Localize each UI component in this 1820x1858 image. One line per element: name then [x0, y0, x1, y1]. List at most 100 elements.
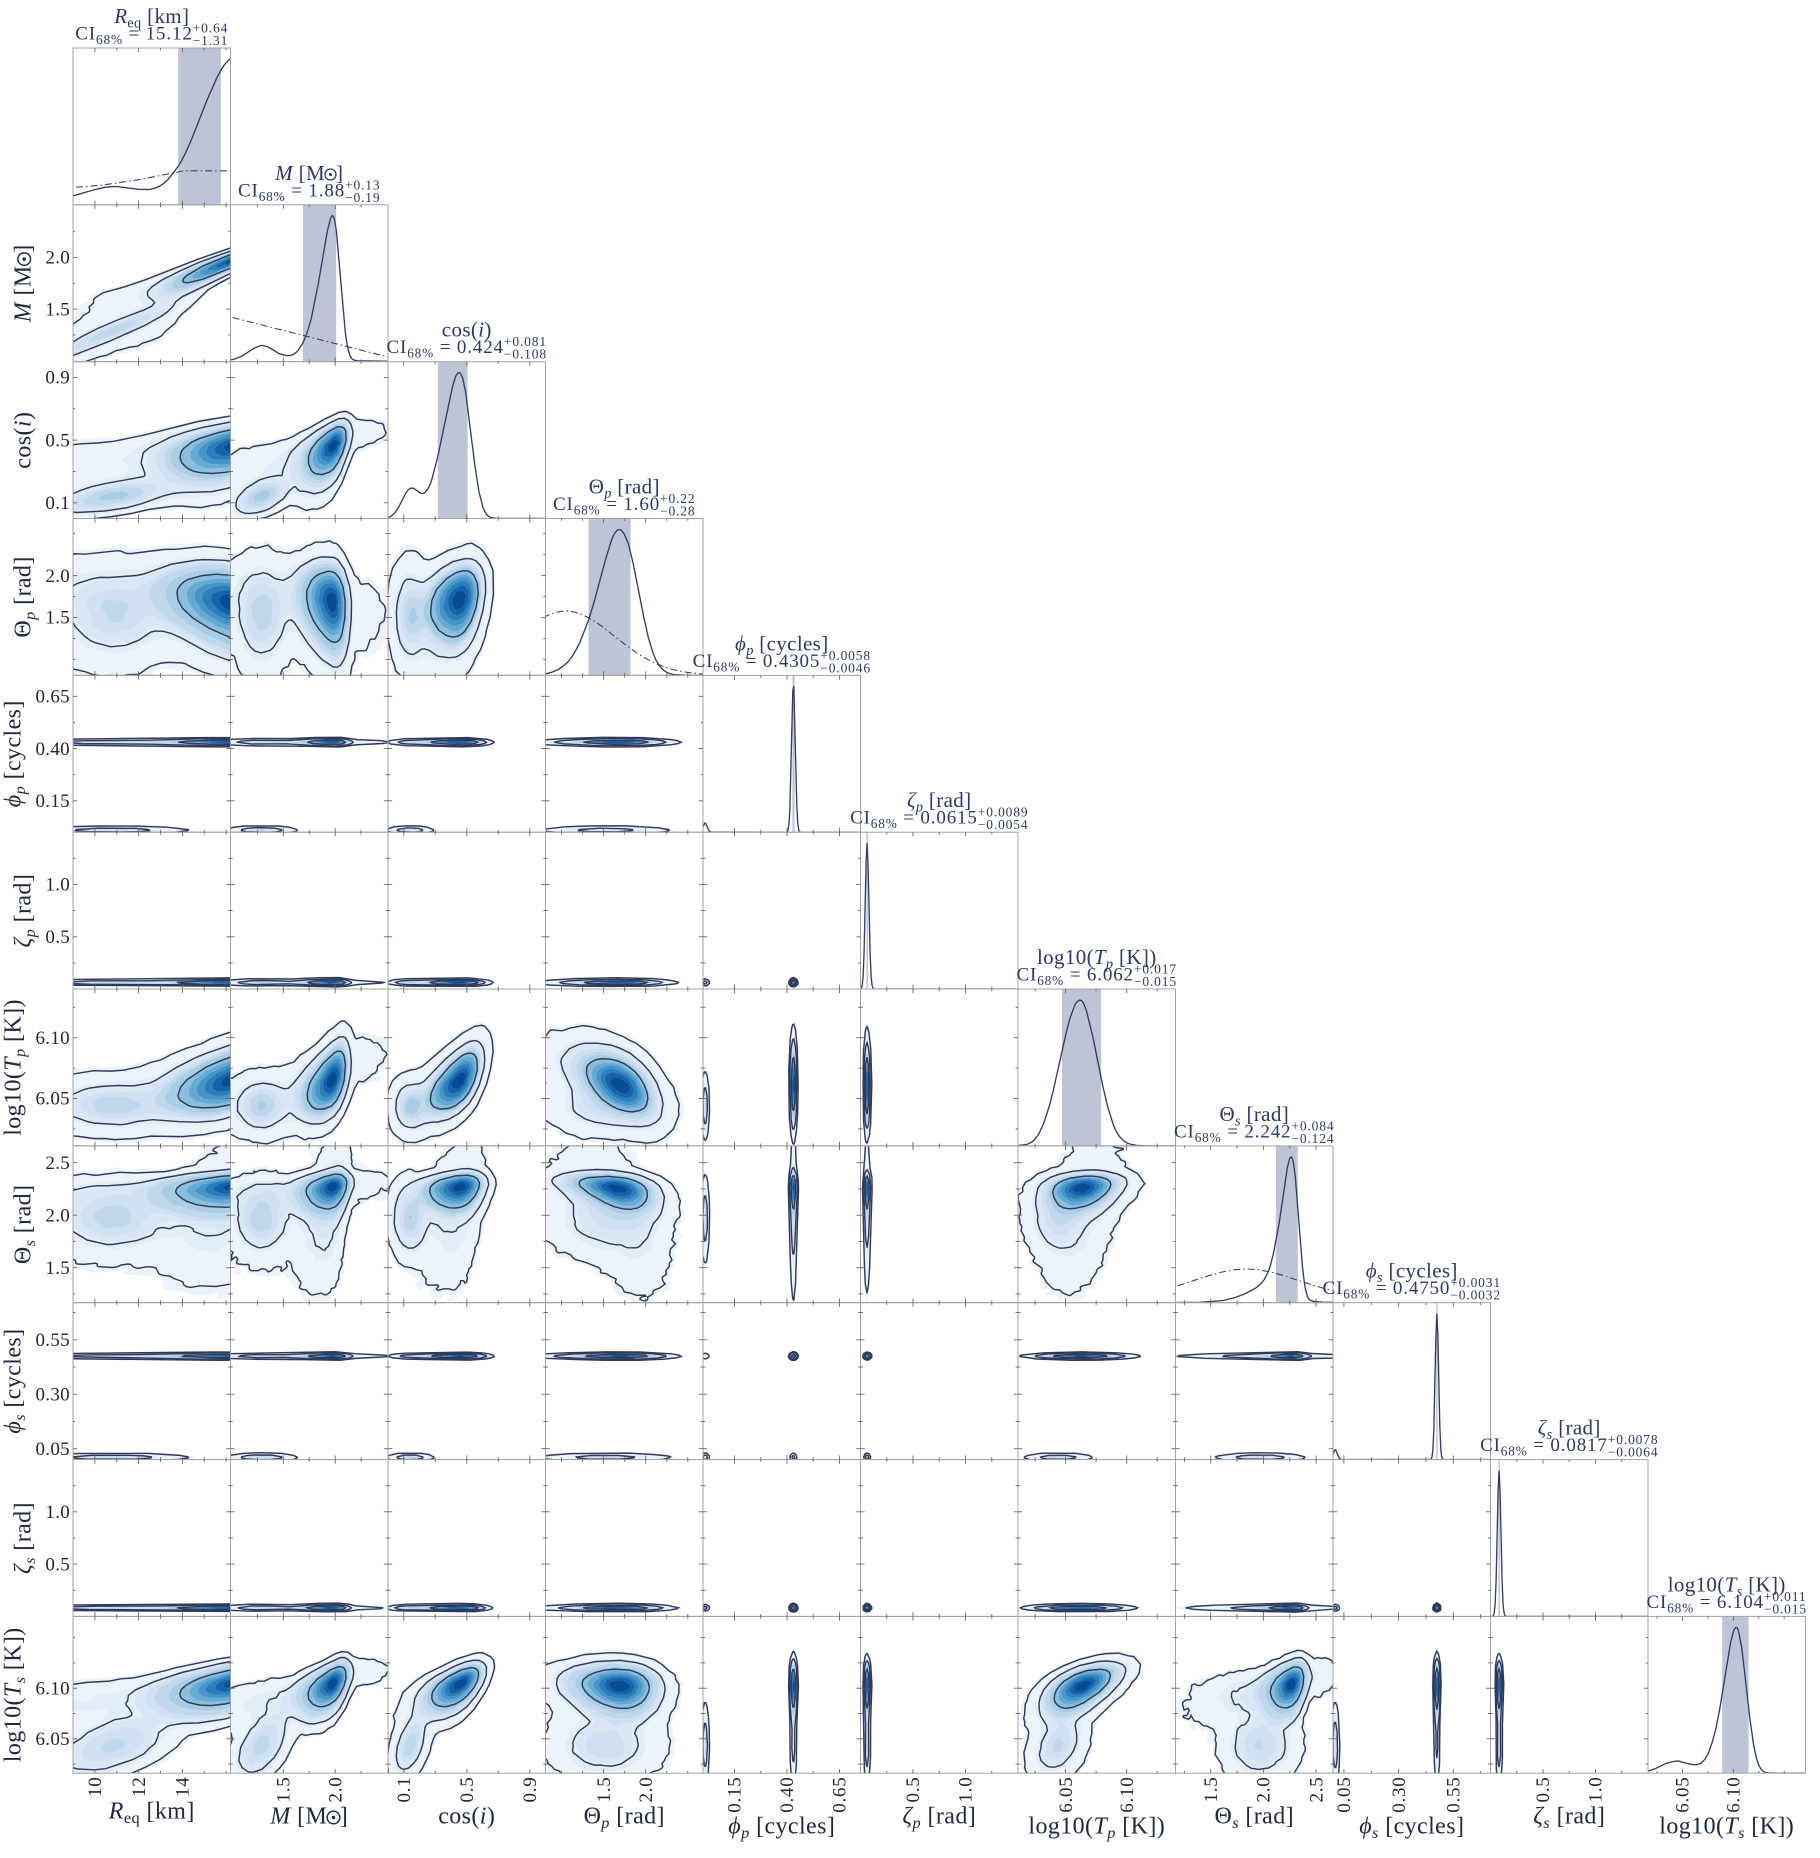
- svg-text:+0.64: +0.64: [193, 21, 229, 36]
- svg-text:log10(: log10(: [1659, 1814, 1724, 1840]
- svg-text:CI: CI: [1323, 1278, 1344, 1299]
- svg-text:p: p: [20, 611, 39, 621]
- svg-text:+0.13: +0.13: [345, 177, 381, 192]
- svg-text:1.0: 1.0: [1586, 1777, 1607, 1803]
- svg-text:p: p: [10, 1048, 29, 1058]
- svg-text:[rad]: [rad]: [923, 788, 971, 812]
- svg-text:6.10: 6.10: [1117, 1777, 1138, 1813]
- svg-text:p: p: [603, 486, 612, 502]
- svg-text:ϕ: ϕ: [735, 631, 746, 655]
- svg-text:p: p: [912, 1813, 922, 1832]
- svg-text:T: T: [1094, 1814, 1109, 1840]
- svg-text:[K]): [K]): [1116, 1814, 1165, 1840]
- svg-text:ζ: ζ: [907, 788, 917, 812]
- svg-text:6.10: 6.10: [36, 1028, 70, 1049]
- svg-text:68%: 68%: [574, 503, 601, 518]
- svg-text:T: T: [1094, 945, 1107, 969]
- svg-text:Θ: Θ: [10, 620, 36, 638]
- svg-text:ϕ: ϕ: [728, 1814, 741, 1840]
- svg-text:68%: 68%: [713, 659, 740, 674]
- svg-text:s: s: [10, 1677, 29, 1684]
- svg-text:CI: CI: [1647, 1592, 1668, 1613]
- svg-text:12: 12: [129, 1777, 150, 1798]
- svg-text:[rad]: [rad]: [10, 1502, 36, 1557]
- svg-text:1.88: 1.88: [308, 180, 345, 201]
- svg-text:Θ: Θ: [10, 1246, 36, 1264]
- svg-text:]: ]: [336, 161, 343, 185]
- svg-text:−1.31: −1.31: [193, 33, 229, 48]
- svg-text:−0.19: −0.19: [345, 190, 381, 205]
- svg-text:+0.011: +0.011: [1764, 1589, 1807, 1604]
- svg-text:[rad]: [rad]: [612, 475, 660, 499]
- svg-text:0.5: 0.5: [45, 430, 70, 451]
- svg-text:i: i: [478, 318, 484, 342]
- svg-text:6.104: 6.104: [1717, 1592, 1764, 1613]
- svg-text:=: =: [1694, 1592, 1717, 1613]
- svg-text:cos(: cos(: [442, 318, 478, 342]
- svg-text:CI: CI: [387, 337, 408, 358]
- svg-text:ϕ: ϕ: [1, 794, 27, 807]
- svg-text:−0.108: −0.108: [504, 347, 547, 362]
- svg-text:0.15: 0.15: [725, 1776, 746, 1812]
- svg-text:ζ: ζ: [10, 1562, 36, 1574]
- svg-text:[K]): [K]): [1, 999, 27, 1048]
- svg-text:]: ]: [10, 244, 36, 252]
- svg-text:s: s: [1235, 1113, 1241, 1129]
- svg-text:1.0: 1.0: [45, 1502, 70, 1523]
- svg-text:0.1: 0.1: [394, 1777, 415, 1803]
- svg-text:2.0: 2.0: [1254, 1777, 1275, 1803]
- svg-text:+0.017: +0.017: [1134, 962, 1177, 977]
- svg-text:[K]): [K]): [1743, 1572, 1786, 1596]
- svg-text:15.12: 15.12: [146, 24, 193, 45]
- svg-text:2.5: 2.5: [1306, 1777, 1327, 1803]
- svg-text:log10(: log10(: [1, 1071, 27, 1136]
- svg-text:0.40: 0.40: [777, 1776, 798, 1812]
- svg-text:s: s: [20, 1557, 39, 1564]
- svg-text:68%: 68%: [259, 189, 286, 204]
- svg-text:2.0: 2.0: [45, 1205, 70, 1226]
- svg-text:cos(: cos(: [10, 427, 36, 469]
- svg-text:[rad]: [rad]: [610, 1804, 665, 1830]
- svg-text:p: p: [1105, 957, 1114, 973]
- svg-text:1.0: 1.0: [956, 1777, 977, 1803]
- svg-text:[cycles]: [cycles]: [1383, 1259, 1458, 1283]
- svg-text:ϕ: ϕ: [1366, 1259, 1377, 1283]
- svg-text:[cycles]: [cycles]: [1, 1328, 27, 1414]
- svg-text:CI: CI: [1480, 1435, 1501, 1456]
- svg-text:1.60: 1.60: [623, 494, 660, 515]
- svg-text:68%: 68%: [1343, 1287, 1370, 1302]
- svg-text:+0.22: +0.22: [660, 491, 696, 506]
- svg-text:p: p: [745, 643, 754, 659]
- svg-text:]: ]: [340, 1804, 348, 1830]
- svg-text:0.9: 0.9: [520, 1777, 541, 1803]
- svg-text:2.242: 2.242: [1244, 1121, 1291, 1142]
- svg-text:2.0: 2.0: [45, 566, 70, 587]
- svg-text:[rad]: [rad]: [10, 1185, 36, 1240]
- svg-text:0.4750: 0.4750: [1393, 1278, 1450, 1299]
- svg-text:0.1: 0.1: [45, 493, 70, 514]
- svg-text:s: s: [1738, 1823, 1745, 1842]
- svg-text:p: p: [915, 800, 924, 816]
- svg-text:): ): [487, 1804, 495, 1830]
- svg-text:s: s: [1737, 1584, 1743, 1600]
- svg-text:s: s: [20, 1240, 39, 1247]
- svg-text:log10(: log10(: [1028, 1814, 1093, 1840]
- svg-text:0.05: 0.05: [36, 1439, 70, 1460]
- svg-text:0.4305: 0.4305: [763, 651, 820, 672]
- svg-text:eq: eq: [124, 1808, 140, 1827]
- svg-text:0.9: 0.9: [45, 368, 70, 389]
- svg-text:=: =: [1064, 965, 1087, 986]
- svg-text:−0.0032: −0.0032: [1450, 1288, 1501, 1303]
- svg-text:T: T: [1, 1056, 27, 1071]
- svg-text:[rad]: [rad]: [1553, 1416, 1601, 1440]
- svg-text:[km]: [km]: [142, 4, 190, 28]
- svg-text:[km]: [km]: [140, 1799, 195, 1825]
- svg-text:−0.0054: −0.0054: [978, 817, 1029, 832]
- svg-text:T: T: [1725, 1572, 1738, 1596]
- svg-text:[M: [M: [291, 1804, 328, 1830]
- svg-text:[cycles]: [cycles]: [1379, 1814, 1465, 1840]
- svg-text:68%: 68%: [96, 32, 123, 47]
- svg-text:0.5: 0.5: [1533, 1777, 1554, 1803]
- svg-text:0.55: 0.55: [1444, 1776, 1465, 1812]
- svg-text:): ): [10, 412, 36, 420]
